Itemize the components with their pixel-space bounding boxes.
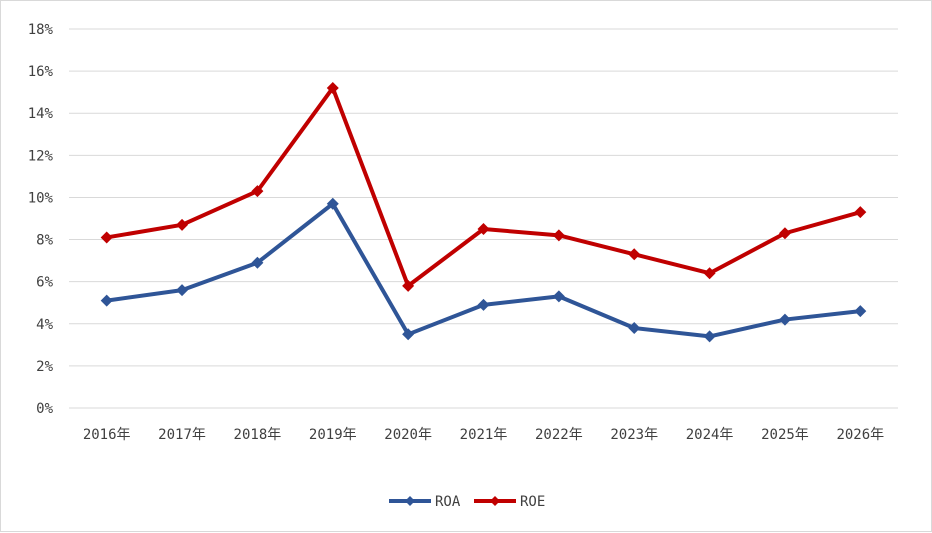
legend-swatch-marker xyxy=(405,496,415,506)
x-tick-label: 2025年 xyxy=(761,427,809,443)
legend: ROA ROE xyxy=(389,494,545,510)
y-tick-label: 2% xyxy=(36,359,53,375)
data-point-roe xyxy=(477,223,490,236)
data-point-roa xyxy=(552,290,565,303)
legend-entry-roa: ROA xyxy=(389,494,461,510)
legend-label: ROA xyxy=(435,494,461,510)
y-tick-label: 14% xyxy=(28,106,54,122)
x-tick-label: 2023年 xyxy=(610,427,658,443)
y-tick-label: 4% xyxy=(36,317,53,333)
legend-swatch-marker xyxy=(490,496,500,506)
y-axis-ticks: 0% 2% 4% 6% 8% 10% 12% 14% 16% 18% xyxy=(28,22,54,417)
y-tick-label: 18% xyxy=(28,22,54,38)
data-point-roe xyxy=(854,206,867,219)
data-point-roa xyxy=(251,256,264,269)
data-point-roe xyxy=(402,279,415,292)
x-tick-label: 2024年 xyxy=(686,427,734,443)
x-tick-label: 2019年 xyxy=(309,427,357,443)
x-tick-label: 2018年 xyxy=(234,427,282,443)
series-layer xyxy=(100,81,867,343)
y-tick-label: 12% xyxy=(28,148,54,164)
data-point-roa xyxy=(854,305,867,318)
y-tick-label: 0% xyxy=(36,401,53,417)
data-point-roe xyxy=(100,231,113,244)
data-point-roa xyxy=(100,294,113,307)
data-point-roe xyxy=(326,81,339,94)
y-tick-label: 8% xyxy=(36,233,53,249)
x-tick-label: 2026年 xyxy=(836,427,884,443)
x-tick-label: 2022年 xyxy=(535,427,583,443)
data-point-roe xyxy=(778,227,791,240)
y-tick-label: 6% xyxy=(36,275,53,291)
x-axis-ticks: 2016年 2017年 2018年 2019年 2020年 2021年 2022年 2023年… xyxy=(83,427,884,443)
data-point-roa xyxy=(176,284,189,297)
series-roa xyxy=(100,197,867,343)
data-point-roe xyxy=(251,185,264,198)
legend-entry-roe: ROE xyxy=(474,494,545,510)
data-point-roe xyxy=(628,248,641,261)
series-line-roe xyxy=(106,85,861,288)
data-point-roa xyxy=(703,330,716,343)
x-tick-label: 2017年 xyxy=(158,427,206,443)
x-tick-label: 2016年 xyxy=(83,427,131,443)
data-point-roa xyxy=(326,197,339,210)
data-point-roe xyxy=(176,218,189,231)
data-point-roa xyxy=(778,313,791,326)
legend-label: ROE xyxy=(520,494,545,510)
series-roe xyxy=(100,81,867,292)
x-tick-label: 2021年 xyxy=(460,427,508,443)
y-tick-label: 10% xyxy=(28,190,54,206)
x-tick-label: 2020年 xyxy=(384,427,432,443)
y-tick-label: 16% xyxy=(28,64,54,80)
data-point-roe xyxy=(703,267,716,280)
data-point-roa xyxy=(477,298,490,311)
data-point-roa xyxy=(628,321,641,334)
data-point-roa xyxy=(402,328,415,341)
data-point-roe xyxy=(552,229,565,242)
